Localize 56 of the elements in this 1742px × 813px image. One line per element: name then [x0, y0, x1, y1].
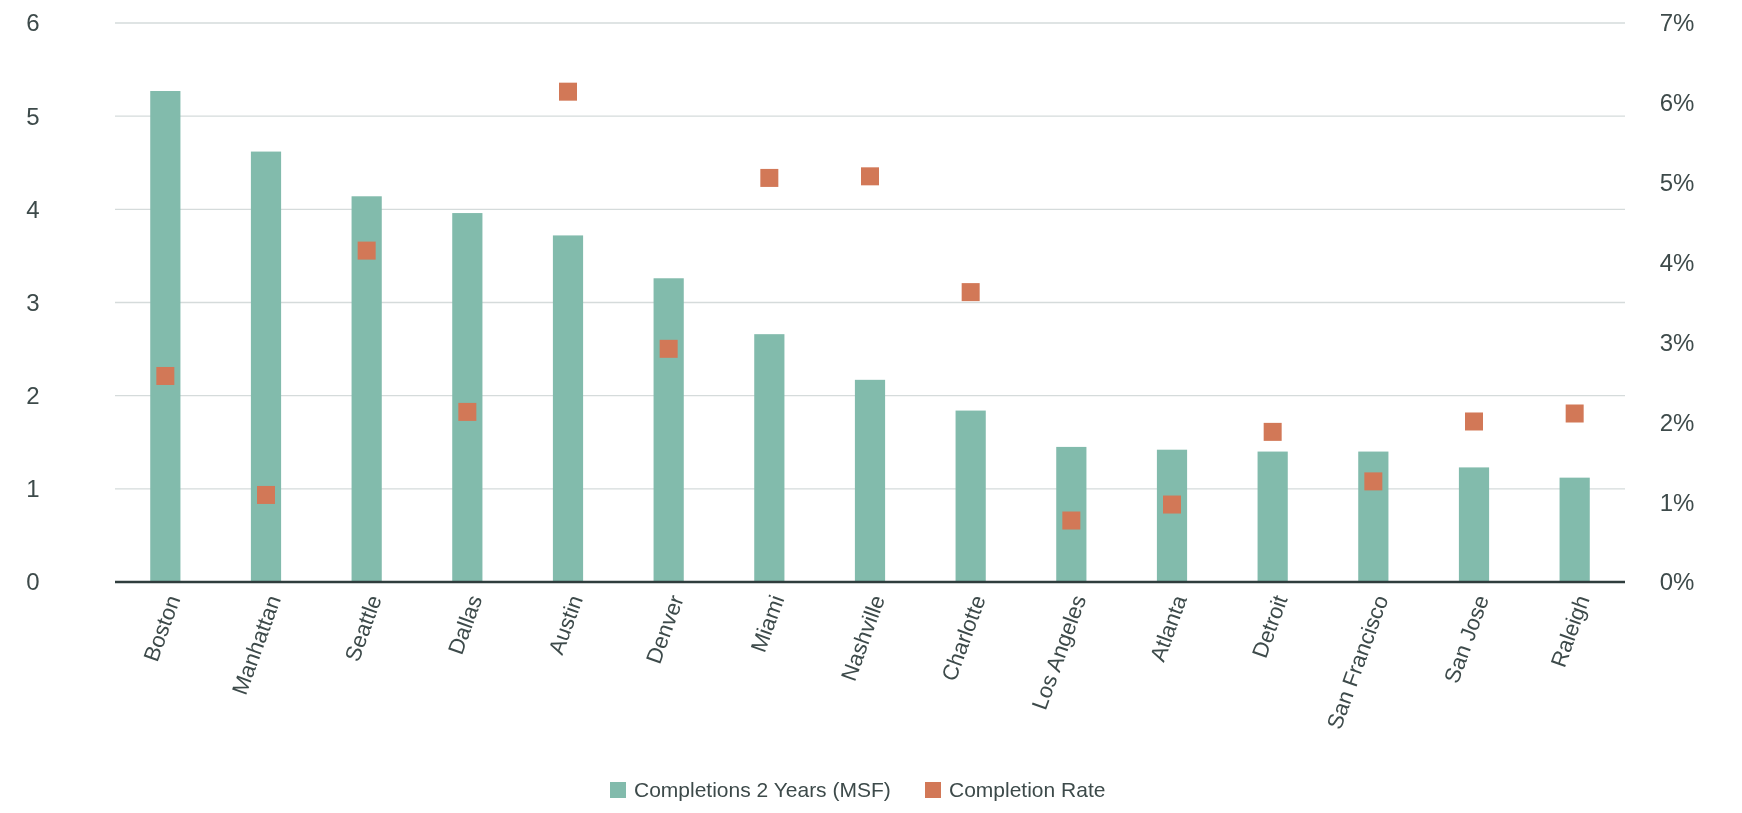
legend-label: Completion Rate: [949, 778, 1106, 802]
y-tick-label: 1: [26, 475, 40, 503]
x-tick-label: Denver: [640, 591, 689, 667]
point: [961, 283, 980, 302]
x-tick-label: San Jose: [1439, 591, 1494, 687]
y2-tick-label: 1%: [1659, 488, 1695, 516]
y2-tick-label: 0%: [1659, 568, 1695, 596]
point: [1364, 472, 1383, 491]
bar: [955, 410, 986, 582]
point: [1565, 404, 1584, 423]
point: [559, 82, 577, 101]
y-tick-label: 4: [26, 195, 40, 223]
x-tick-label: Seattle: [339, 591, 387, 665]
y2-tick-label: 5%: [1659, 169, 1695, 197]
point: [659, 339, 678, 358]
bar: [150, 91, 181, 582]
y-tick-label: 2: [26, 382, 40, 410]
point: [257, 485, 275, 504]
bar: [754, 334, 785, 582]
point: [357, 241, 376, 260]
point: [1062, 511, 1081, 530]
y2-tick-label: 4%: [1659, 248, 1695, 276]
x-tick-label: Dallas: [442, 591, 488, 658]
y-tick-label: 5: [26, 102, 40, 130]
y-tick-label: 0: [26, 568, 40, 596]
point: [458, 402, 477, 421]
bar: [250, 151, 282, 582]
legend-label: Completions 2 Years (MSF): [634, 778, 891, 802]
x-tick-label: Boston: [138, 591, 186, 665]
x-tick-label: Miami: [745, 591, 790, 656]
bar: [1358, 451, 1389, 582]
x-tick-label: Austin: [543, 591, 588, 658]
bar: [351, 196, 382, 582]
point: [1163, 495, 1181, 514]
y2-tick-label: 6%: [1659, 89, 1695, 117]
y-tick-label: 6: [26, 9, 40, 37]
point: [760, 168, 779, 187]
bar: [1257, 451, 1288, 582]
bar: [653, 278, 684, 582]
y-tick-label: 3: [26, 288, 40, 316]
y2-tick-label: 3%: [1659, 328, 1695, 356]
bar: [452, 213, 483, 582]
point: [861, 167, 879, 186]
point: [156, 366, 175, 385]
bar: [1458, 467, 1490, 582]
bar: [1559, 477, 1590, 582]
bar: [1156, 449, 1188, 582]
bar: [1056, 446, 1087, 582]
bar: [854, 379, 886, 582]
y2-tick-label: 7%: [1659, 9, 1695, 37]
x-tick-label: Atlanta: [1145, 591, 1193, 665]
bar: [552, 235, 584, 582]
point: [1263, 422, 1282, 441]
point: [1465, 412, 1483, 431]
x-tick-label: Detroit: [1246, 591, 1293, 662]
y2-tick-label: 2%: [1659, 408, 1695, 436]
